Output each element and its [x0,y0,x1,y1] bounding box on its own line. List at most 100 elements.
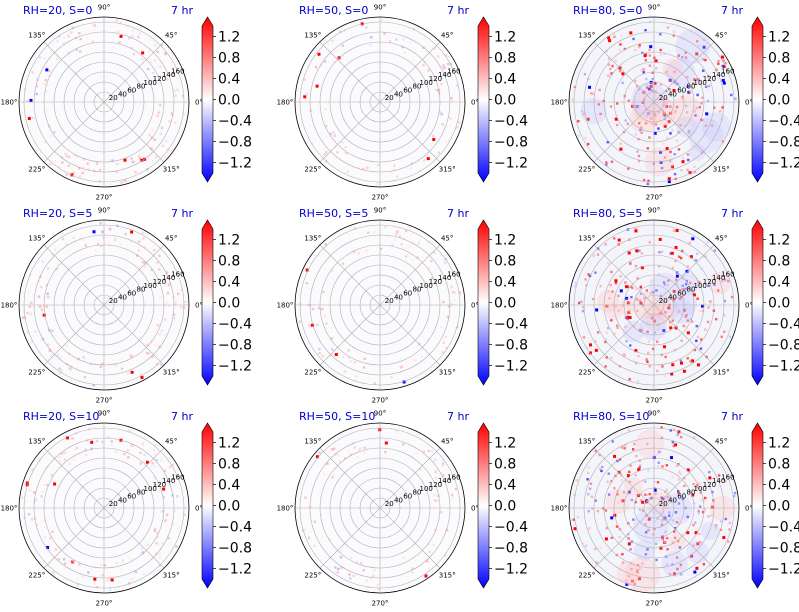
heatmap-cell [313,544,316,548]
heatmap-cell [24,99,27,102]
heatmap-cell [699,491,703,494]
heatmap-cell [707,515,710,518]
heatmap-cell [608,297,611,300]
heatmap-cell [648,241,651,244]
heatmap-cell [110,440,113,443]
heatmap-cell [614,305,618,308]
heatmap-cell [623,47,627,51]
heatmap-cell [627,167,630,170]
heatmap-cell [641,306,644,309]
heatmap-cell [684,56,688,59]
angle-tick-label: 270° [96,600,113,608]
heatmap-cell [427,560,430,564]
heatmap-cell [660,166,664,170]
heatmap-cell [653,113,657,117]
heatmap-cell [157,111,160,114]
heatmap-cell [686,168,689,172]
heatmap-cell [702,38,706,42]
heatmap-cell [449,117,453,121]
colorbar-tick-label: −1.2 [768,359,799,375]
heatmap-blob [624,556,661,593]
angular-gridline [593,447,655,509]
heatmap-cell [686,85,689,88]
heatmap-cell [334,353,338,357]
colorbar-body [477,16,490,183]
heatmap-cell [619,147,623,151]
heatmap-cell [587,273,590,276]
heatmap-cell [109,182,113,186]
heatmap-cell [675,278,678,282]
heatmap-cell [51,253,54,256]
heatmap-cell [611,290,614,293]
angular-gridline [103,304,165,366]
heatmap-cell [363,446,366,450]
heatmap-cell [131,444,135,447]
heatmap-cell [57,345,60,348]
radial-tick-label: 140 [438,274,451,282]
heatmap-cell [155,363,159,366]
radial-tick-label: 140 [162,477,175,485]
heatmap-cell [334,453,338,456]
heatmap-cell [714,524,718,527]
heatmap-cell [659,294,663,298]
heatmap-cell [114,238,117,242]
heatmap-cell [695,52,699,56]
radial-tick-label: 80 [412,286,421,294]
heatmap-cell [668,511,671,514]
heatmap-cell [29,301,33,305]
heatmap-cell [130,152,134,155]
heatmap-cell [434,470,437,474]
heatmap-cell [621,499,625,503]
heatmap-cell [33,550,37,553]
heatmap-cell [691,320,694,323]
heatmap-cell [677,478,680,481]
heatmap-cell [67,164,71,167]
heatmap-cell [641,500,645,504]
heatmap-cell [686,153,690,156]
heatmap-blob [645,298,668,321]
panel-title: RH=50, S=10 [299,410,375,423]
heatmap-cell [723,278,727,282]
heatmap-cell [110,443,113,447]
heatmap-cell [648,492,651,496]
heatmap-cell [671,440,675,444]
heatmap-cell [60,156,64,159]
angular-gridline [103,447,165,509]
heatmap-cell [310,323,314,327]
heatmap-cell [730,93,733,97]
heatmap-cell [653,331,657,334]
heatmap-cell [624,444,627,447]
heatmap-cell [697,511,700,515]
heatmap-cell [588,274,592,278]
heatmap-cell [183,513,187,516]
heatmap-cell [676,433,679,437]
radial-tick-label: 80 [686,489,695,497]
polar-spine [568,219,740,391]
angular-gridline [319,244,381,306]
heatmap-cell [63,562,67,565]
heatmap-cell [94,249,98,252]
heatmap-cell [669,326,673,330]
panel-title: RH=80, S=0 [573,4,642,17]
heatmap-cell [668,159,672,163]
heatmap-cell [72,171,75,175]
heatmap-cell [627,542,631,546]
heatmap-cell [639,328,643,332]
heatmap-cell [175,545,178,548]
heatmap-cell [677,517,681,520]
heatmap-cell [158,332,162,336]
heatmap-cell [610,72,613,75]
heatmap-cell [599,467,602,471]
heatmap-cell [453,327,456,330]
heatmap-cell [62,42,66,45]
heatmap-cell [69,369,72,372]
heatmap-cell [175,474,178,477]
heatmap-cell [614,282,618,285]
radial-tick-label: 160 [171,270,184,278]
heatmap-cell [140,158,144,162]
heatmap-cell [58,460,61,463]
heatmap-cell [433,493,436,497]
heatmap-cell [439,326,443,329]
heatmap-cell [138,157,141,160]
heatmap-cell [43,559,46,562]
